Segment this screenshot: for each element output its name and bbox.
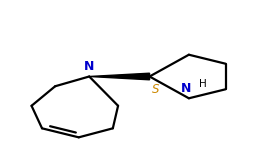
- Text: H: H: [200, 79, 207, 89]
- Text: S: S: [152, 83, 160, 96]
- Text: N: N: [181, 82, 191, 95]
- Text: N: N: [84, 60, 94, 73]
- Polygon shape: [89, 73, 149, 80]
